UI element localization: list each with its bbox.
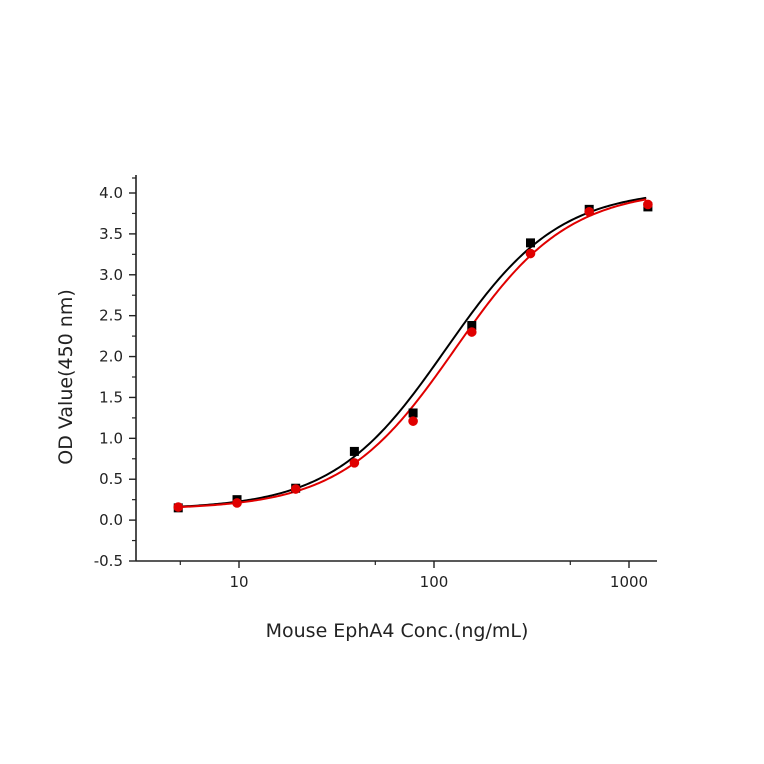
fit-curve — [178, 196, 647, 508]
data-point-square — [525, 238, 535, 248]
x-tick-label: 100 — [420, 573, 449, 591]
data-point-circle — [408, 416, 418, 426]
x-axis-title: Mouse EphA4 Conc.(ng/mL) — [266, 620, 529, 642]
data-points — [173, 199, 653, 513]
y-tick-label: 0.5 — [99, 470, 123, 488]
fit-curve — [178, 198, 647, 509]
y-axis-ticks: -0.5 0.0 0.5 1.0 1.5 2.0 2.5 3.0 3.5 4.0 — [94, 177, 136, 570]
x-tick-label: 1000 — [610, 573, 648, 591]
y-tick-label: 1.0 — [99, 429, 123, 447]
x-axis-ticks: 10 100 1000 — [179, 561, 648, 591]
data-point-square — [408, 408, 418, 418]
fit-curves — [178, 196, 647, 509]
y-tick-label: 3.0 — [99, 266, 123, 284]
y-axis-title: OD Value(450 nm) — [55, 289, 77, 464]
y-tick-label: 1.5 — [99, 388, 123, 406]
data-point-circle — [466, 327, 477, 337]
x-tick-label: 10 — [229, 573, 248, 591]
y-tick-label: 2.5 — [99, 307, 123, 325]
data-point-circle — [173, 502, 184, 512]
y-tick-label: 0.0 — [99, 511, 123, 529]
data-point-circle — [349, 458, 360, 468]
data-point-circle — [643, 199, 653, 210]
data-point-square — [467, 320, 477, 330]
data-point-circle — [525, 248, 536, 259]
axes — [135, 175, 657, 562]
y-tick-label: 4.0 — [99, 184, 123, 202]
data-point-circle — [584, 207, 594, 217]
data-point-circle — [290, 484, 301, 494]
y-tick-label: 2.0 — [99, 348, 123, 366]
y-tick-label: -0.5 — [94, 552, 123, 570]
data-point-circle — [232, 498, 242, 508]
data-point-square — [349, 446, 359, 456]
y-tick-label: 3.5 — [99, 225, 123, 243]
